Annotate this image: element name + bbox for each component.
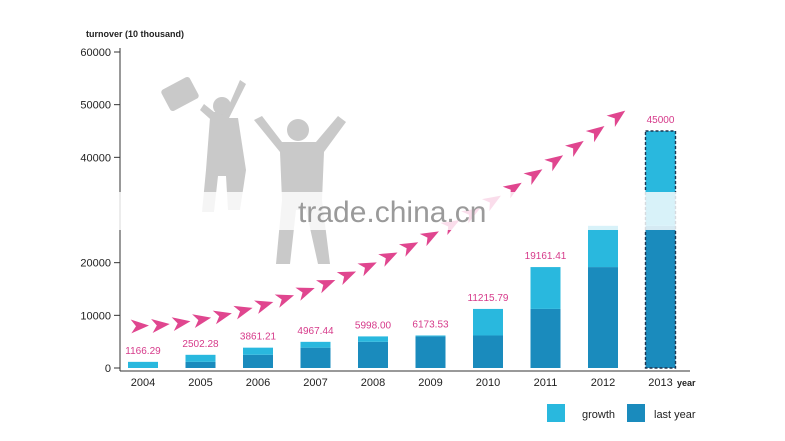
data-labels: 1166.29 2502.28 3861.21 4967.44 5998.00 6173.… <box>125 115 675 357</box>
x-tick-label: 2012 <box>591 377 615 389</box>
bar-projection-outline <box>644 130 677 369</box>
growth-arrow-icon <box>130 319 149 334</box>
bar-growth <box>300 341 331 348</box>
growth-arrow-icon <box>523 169 543 186</box>
legend-label-last-year: last year <box>654 409 696 421</box>
bar-last-year <box>645 225 676 368</box>
y-tick-label: 50000 <box>80 100 111 112</box>
data-label: 4967.44 <box>297 326 334 337</box>
growth-arrow-icon <box>606 110 626 127</box>
y-tick-label: 0 <box>105 363 111 375</box>
y-tick-label: 20000 <box>80 258 111 270</box>
bar-last-year <box>588 267 618 368</box>
growth-arrow-icon <box>378 252 398 267</box>
growth-arrow-icon <box>544 155 564 172</box>
growth-arrow-icon <box>316 280 336 294</box>
x-tick-label: 2004 <box>131 377 155 389</box>
x-tick-label: 2010 <box>476 377 500 389</box>
cheering-person-icon <box>254 116 346 264</box>
data-label: 11215.79 <box>468 293 509 304</box>
bar-growth <box>185 354 216 362</box>
growth-arrow-icon <box>151 319 170 333</box>
data-label: 3861.21 <box>240 332 277 343</box>
bar-last-year <box>185 361 216 368</box>
growth-arrow-icon <box>212 310 232 325</box>
legend: growth last year <box>547 404 696 422</box>
growth-arrow-icon <box>233 305 253 320</box>
growth-arrow-icon <box>192 314 212 329</box>
x-tick-label: 2007 <box>303 377 327 389</box>
bar-growth <box>530 267 561 309</box>
data-label: 1166.29 <box>125 346 161 357</box>
legend-label-growth: growth <box>582 409 615 421</box>
x-tick-label: 2013 <box>648 377 672 389</box>
growth-arrow-icon <box>419 231 439 247</box>
data-label: 2502.28 <box>182 339 219 350</box>
x-axis: 2004 2005 2006 2007 2008 2009 2010 2011 2012 2013… <box>120 370 696 389</box>
bar-last-year <box>530 308 561 368</box>
x-tick-label: 2005 <box>188 377 212 389</box>
y-tick-label: 40000 <box>80 152 111 164</box>
growth-arrow-icon <box>565 140 584 158</box>
growth-arrow-icon <box>274 294 295 308</box>
x-tick-label: 2009 <box>418 377 442 389</box>
growth-arrow-icon <box>171 317 191 332</box>
data-label: 5998.00 <box>355 320 392 331</box>
celebrating-people-illustration <box>161 76 346 264</box>
x-tick-labels: 2004 2005 2006 2007 2008 2009 2010 2011 2012 2013 <box>131 377 673 389</box>
y-tick-labels: 0 10000 20000 40000 50000 60000 <box>80 47 120 375</box>
bar-growth <box>128 361 158 368</box>
bar-growth <box>358 336 388 342</box>
data-label: 6173.53 <box>412 319 449 330</box>
person-with-briefcase-icon <box>161 76 246 212</box>
x-tick-label: 2011 <box>534 377 558 389</box>
bar-last-year <box>415 336 446 368</box>
growth-arrow-icon <box>585 125 605 143</box>
growth-arrow-icon <box>336 271 357 285</box>
growth-arrow-icon <box>398 242 419 257</box>
growth-arrow-icon <box>254 300 274 314</box>
x-axis-title: year <box>677 378 696 388</box>
legend-swatch-last-year <box>627 404 645 422</box>
y-axis-title: turnover (10 thousand) <box>86 29 184 39</box>
bar-growth <box>588 225 618 268</box>
watermark-text: trade.china.cn <box>298 196 486 229</box>
x-tick-label: 2008 <box>361 377 385 389</box>
watermark: trade.china.cn <box>0 192 785 230</box>
bar-growth <box>473 308 503 336</box>
y-axis: 0 10000 20000 40000 50000 60000 turnover (10 … <box>80 29 184 375</box>
bar-last-year <box>358 341 388 368</box>
y-tick-label: 10000 <box>80 310 111 322</box>
data-label: 45000 <box>647 115 675 126</box>
legend-swatch-growth <box>547 404 565 422</box>
bar-last-year <box>243 354 273 368</box>
bar-last-year <box>473 335 503 368</box>
bar-growth <box>243 347 273 355</box>
data-label: 19161.41 <box>525 251 567 262</box>
bar-growth <box>415 335 446 337</box>
x-tick-label: 2006 <box>246 377 270 389</box>
growth-arrow-icon <box>357 262 377 277</box>
bar-last-year <box>300 347 331 368</box>
growth-arrow-icon <box>502 182 522 199</box>
growth-arrow-icon <box>295 287 315 301</box>
y-tick-label: 60000 <box>80 47 111 59</box>
